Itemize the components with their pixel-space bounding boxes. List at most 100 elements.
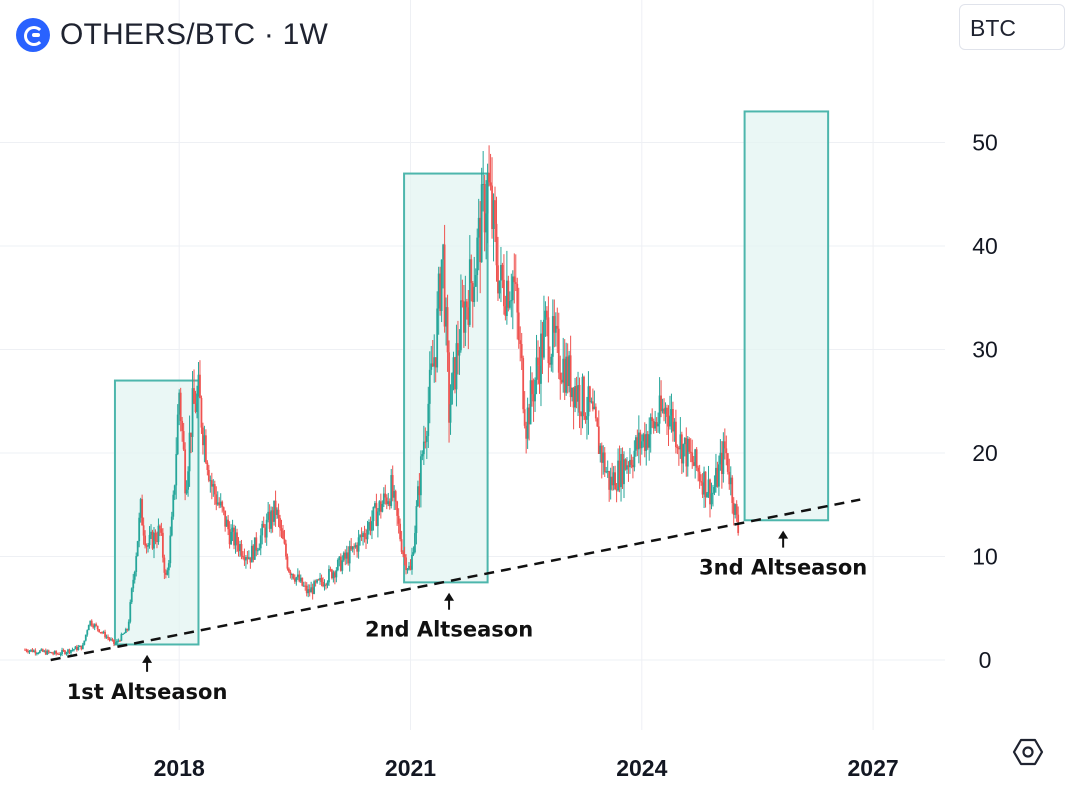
candle-body xyxy=(92,625,95,628)
symbol-title[interactable]: OTHERS/BTC · 1W xyxy=(60,18,329,51)
candle-body xyxy=(150,531,152,536)
candle-body xyxy=(102,631,105,633)
candle-body xyxy=(178,392,181,415)
chart-header: OTHERS/BTC · 1W xyxy=(16,18,328,52)
candle-body xyxy=(639,432,642,449)
candle-body xyxy=(596,418,599,427)
candle-body xyxy=(462,301,465,333)
candle-body xyxy=(133,571,136,580)
candle-body xyxy=(600,445,603,463)
candle-body xyxy=(732,503,735,515)
candle-body xyxy=(295,577,298,582)
candle-body xyxy=(221,501,224,508)
candle-body xyxy=(476,237,479,276)
candle-body xyxy=(64,650,66,655)
candle-body xyxy=(715,467,717,487)
candle-body xyxy=(288,568,290,572)
candle-body xyxy=(173,485,176,495)
candle-body xyxy=(160,528,163,533)
candle-body xyxy=(216,502,219,505)
candle-body xyxy=(279,518,281,529)
candle-body xyxy=(142,525,145,536)
candle-body xyxy=(38,650,41,653)
candle-body xyxy=(362,533,364,537)
candle-body xyxy=(74,646,77,650)
candle-body xyxy=(716,467,719,487)
candle-body xyxy=(523,409,526,426)
candle-body xyxy=(698,471,701,482)
candle-body xyxy=(391,475,394,498)
candle-body xyxy=(245,557,247,561)
candle-body xyxy=(417,486,419,507)
candle-body xyxy=(460,300,462,351)
candle-body xyxy=(645,434,648,451)
candle-body xyxy=(75,646,78,651)
candle-body xyxy=(344,552,347,559)
candle-body xyxy=(341,560,344,571)
candle-body xyxy=(210,480,213,487)
candle-body xyxy=(710,493,713,505)
candle-body xyxy=(458,350,461,356)
candle-body xyxy=(532,394,535,402)
candle-body xyxy=(368,522,370,530)
y-tick-label: 50 xyxy=(972,130,998,156)
candle-body xyxy=(589,386,591,403)
candle-body xyxy=(113,639,115,644)
candle-body xyxy=(618,460,621,488)
candle-body xyxy=(73,649,75,651)
candle-body xyxy=(479,217,482,263)
candle-body xyxy=(40,649,43,651)
candle-body xyxy=(636,437,639,450)
candle-body xyxy=(568,355,571,386)
candle-body xyxy=(58,653,61,655)
candle-body xyxy=(494,200,496,224)
candle-body xyxy=(473,286,476,303)
candle-body xyxy=(603,452,606,473)
candle-body xyxy=(470,259,473,283)
candle-body xyxy=(172,494,175,517)
candle-body xyxy=(136,541,139,557)
candle-body xyxy=(116,640,118,644)
candle-body xyxy=(402,551,404,555)
candle-body xyxy=(53,651,56,654)
candle-body xyxy=(491,185,493,229)
candle-body xyxy=(101,632,103,634)
candle-body xyxy=(388,501,391,506)
candle-body xyxy=(30,649,32,651)
candle-body xyxy=(451,373,453,405)
candle-body xyxy=(121,634,124,636)
candle-body xyxy=(565,356,568,393)
candle-body xyxy=(273,500,275,522)
candle-body xyxy=(640,441,643,449)
candle-body xyxy=(96,625,99,630)
candle-body xyxy=(313,581,316,594)
altseason-box-1 xyxy=(113,379,200,646)
candle-body xyxy=(167,563,170,571)
candle-body xyxy=(218,502,221,506)
candle-body xyxy=(47,650,50,653)
candle-body xyxy=(219,501,222,506)
candle-body xyxy=(454,357,456,390)
candle-body xyxy=(68,649,71,653)
candle-body xyxy=(282,530,284,539)
candle-body xyxy=(255,537,258,551)
candle-body xyxy=(262,523,265,528)
candle-body xyxy=(646,434,649,448)
candle-body xyxy=(93,624,96,628)
currency-button[interactable]: BTC xyxy=(959,4,1065,50)
candle-body xyxy=(44,650,47,655)
candle-body xyxy=(511,276,514,301)
candle-body xyxy=(299,577,302,582)
candle-body xyxy=(375,503,378,526)
hexagon-gear-icon[interactable] xyxy=(1012,736,1044,768)
candle-body xyxy=(148,535,151,546)
candle-body xyxy=(442,244,445,260)
candle-body xyxy=(514,282,517,284)
candle-body xyxy=(421,454,424,457)
candle-body xyxy=(301,577,304,586)
candle-body xyxy=(642,434,645,442)
coin-icon[interactable] xyxy=(16,18,50,52)
candle-body xyxy=(139,499,142,518)
candle-body xyxy=(411,554,413,570)
